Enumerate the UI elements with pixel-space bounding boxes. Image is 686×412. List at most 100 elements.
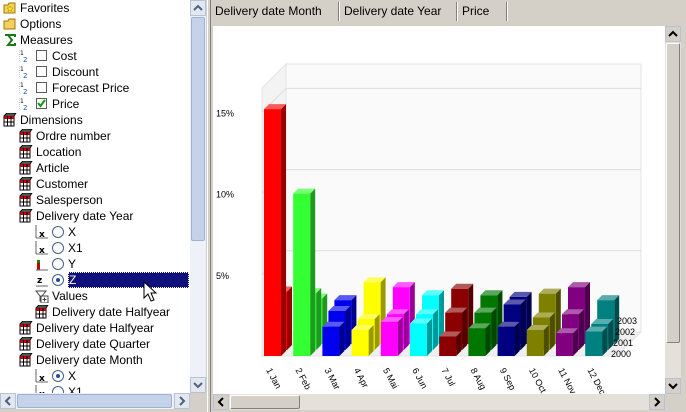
bar-side xyxy=(491,307,497,350)
tree-item-label: Price xyxy=(52,97,80,111)
bar-front xyxy=(497,326,515,356)
cube-icon xyxy=(3,113,17,127)
x-tick-label: 3 Mar xyxy=(323,366,343,391)
tree-item[interactable]: 1 2 Forecast Price xyxy=(0,80,190,96)
chart-scroll-up-button[interactable] xyxy=(665,26,681,42)
tree-item[interactable]: Dimensions xyxy=(0,112,190,128)
tree-item[interactable]: x X1 xyxy=(0,384,190,393)
bar-side xyxy=(608,319,614,350)
tree-item[interactable]: x X1 xyxy=(0,240,190,256)
axis-x-icon: x xyxy=(35,369,48,383)
svg-text:2: 2 xyxy=(23,104,27,111)
chart-area: 5% 10% 15% 1 Jan 2 Feb 3 Mar 4 Apr 5 Mai 6 Jun 7 … xyxy=(213,26,665,397)
tree-item[interactable]: Values xyxy=(0,288,190,304)
bar-side xyxy=(427,318,432,356)
radio-button[interactable] xyxy=(52,370,64,382)
radio-button[interactable] xyxy=(52,274,64,286)
mouse-cursor-icon xyxy=(143,281,158,302)
bar-side xyxy=(397,316,403,356)
x-tick-label: 11 Nov xyxy=(556,366,578,394)
chart-scroll-left-button[interactable] xyxy=(213,394,229,410)
checkbox[interactable] xyxy=(36,98,47,109)
chart-vertical-scrollbar[interactable] xyxy=(665,26,681,394)
tree-item[interactable]: Delivery date Year xyxy=(0,208,190,224)
tree-item-label: X1 xyxy=(68,241,83,255)
tree-item[interactable]: Customer xyxy=(0,176,190,192)
bar-top xyxy=(357,314,380,320)
scroll-left-button[interactable] xyxy=(0,393,16,409)
header-field-delivery-month[interactable]: Delivery date Month xyxy=(211,2,340,21)
cube-icon xyxy=(19,129,33,143)
tree-item[interactable]: Delivery date Quarter xyxy=(0,336,190,352)
cube-icon xyxy=(19,209,33,223)
svg-text:2: 2 xyxy=(23,72,27,79)
checkbox[interactable] xyxy=(36,66,47,77)
chart-scroll-thumb-horizontal[interactable] xyxy=(230,395,300,409)
radio-button[interactable] xyxy=(52,242,64,254)
axis-x1-icon: x xyxy=(35,385,45,393)
tree-item[interactable]: 1 2 Discount xyxy=(0,64,190,80)
tree-item[interactable]: 1 2 Price xyxy=(0,96,190,112)
scroll-thumb[interactable] xyxy=(191,17,205,241)
tree-item-label: Z xyxy=(68,272,189,288)
tree-item[interactable]: Favorites xyxy=(0,0,190,16)
bar-top xyxy=(585,326,608,332)
filter-icon xyxy=(35,290,49,303)
bar-top xyxy=(380,316,403,322)
tree-item[interactable]: Y xyxy=(0,256,190,272)
chart-horizontal-scrollbar[interactable] xyxy=(213,394,665,410)
checkbox[interactable] xyxy=(36,82,47,93)
tree-item[interactable]: 1 2 Cost xyxy=(0,48,190,64)
bar-top xyxy=(497,321,520,327)
bar-side xyxy=(433,309,438,350)
tree-item[interactable]: Location xyxy=(0,144,190,160)
bar-front xyxy=(293,193,311,356)
tree-item-label: Delivery date Month xyxy=(36,353,143,367)
header-field-delivery-year[interactable]: Delivery date Year xyxy=(340,2,458,21)
tree-item[interactable]: Delivery date Halfyear xyxy=(0,320,190,336)
tree-item[interactable]: Salesperson xyxy=(0,192,190,208)
svg-text:1: 1 xyxy=(20,82,24,89)
scroll-down-button[interactable] xyxy=(190,377,206,393)
scroll-right-button[interactable] xyxy=(174,393,190,409)
bar-front xyxy=(410,323,427,356)
x-tick-label: 4 Apr xyxy=(352,366,371,389)
tree-item[interactable]: Delivery date Month xyxy=(0,352,190,368)
scroll-up-button[interactable] xyxy=(190,0,206,16)
bar-top xyxy=(334,295,357,301)
chart-scroll-down-button[interactable] xyxy=(665,378,681,394)
bar-front xyxy=(468,328,486,356)
folder-star-icon xyxy=(3,2,16,14)
header-field-price[interactable]: Price xyxy=(458,2,508,21)
tree-item[interactable]: Delivery date Halfyear xyxy=(0,304,190,320)
scroll-thumb-horizontal[interactable] xyxy=(17,394,172,408)
tree-vertical-scrollbar[interactable] xyxy=(190,0,206,393)
checkbox[interactable] xyxy=(36,50,47,61)
svg-text:2: 2 xyxy=(23,88,27,95)
tree-horizontal-scrollbar[interactable] xyxy=(0,393,190,409)
tree-item-label: Cost xyxy=(52,49,77,63)
splitter[interactable] xyxy=(207,0,211,412)
chart-scroll-right-button[interactable] xyxy=(649,394,665,410)
tree-item-label: X xyxy=(68,369,77,383)
radio-button[interactable] xyxy=(52,386,64,393)
tree-item[interactable]: Options xyxy=(0,16,190,32)
dimension-tree[interactable]: Favorites Options Measures 1 2 Cost 1 2 Discount… xyxy=(0,0,190,393)
x-tick-label: 5 Mai xyxy=(381,366,400,390)
bar-side xyxy=(543,325,549,356)
bar-top xyxy=(293,188,316,194)
radio-button[interactable] xyxy=(52,226,64,238)
bar-top xyxy=(392,282,415,288)
measure-icon: 12 xyxy=(19,66,27,79)
radio-button[interactable] xyxy=(52,258,64,270)
bar xyxy=(556,328,578,356)
tree-item-label: Salesperson xyxy=(36,193,103,207)
tree-item[interactable]: Article xyxy=(0,160,190,176)
bar-top xyxy=(363,277,386,283)
tree-item[interactable]: Ordre number xyxy=(0,128,190,144)
tree-item[interactable]: Measures xyxy=(0,32,190,48)
chart-scroll-thumb[interactable] xyxy=(666,43,680,343)
